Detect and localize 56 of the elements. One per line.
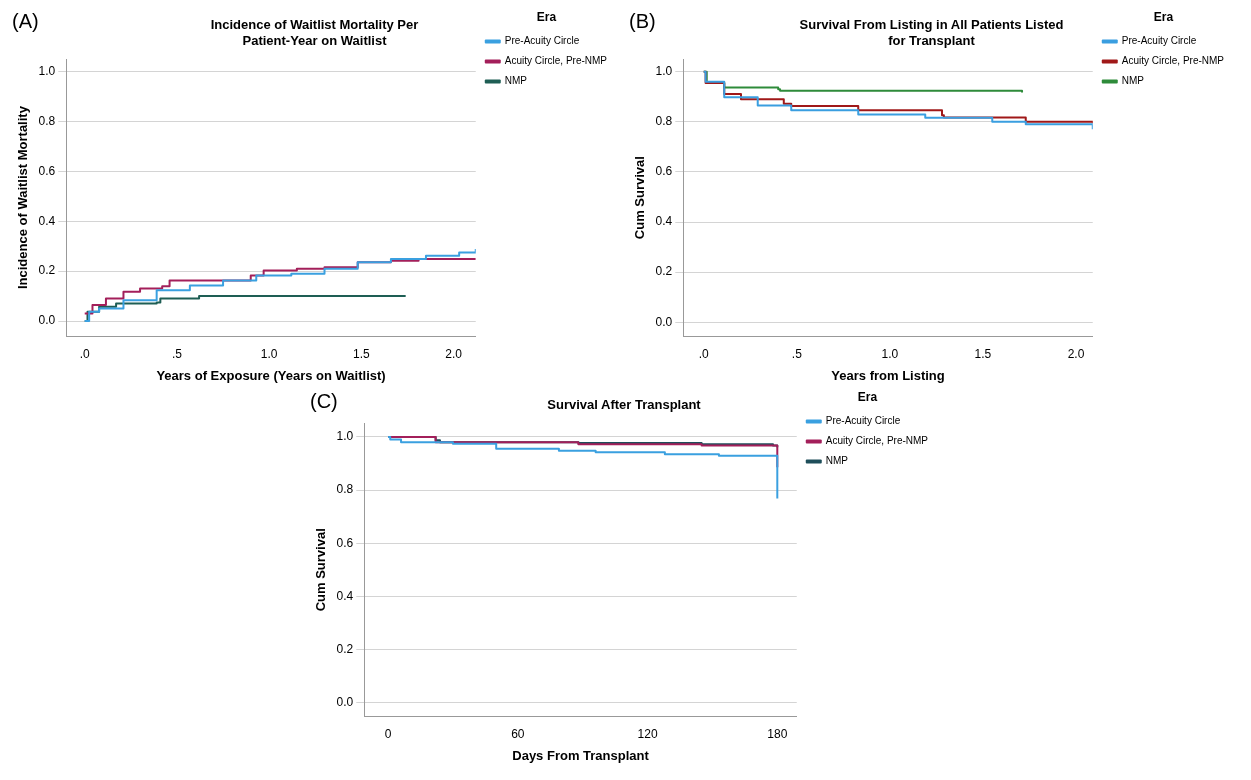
y-tick-label: 1.0 xyxy=(38,63,56,78)
y-tick-label: 0.4 xyxy=(38,213,56,228)
y-tick-label: 0.4 xyxy=(336,588,354,603)
legend-label: Acuity Circle, Pre-NMP xyxy=(504,55,608,67)
x-tick-label: 0 xyxy=(384,726,392,741)
x-tick-label: 180 xyxy=(766,726,788,741)
y-tick-label: 0.8 xyxy=(655,114,673,129)
legend-label: NMP xyxy=(1121,75,1145,87)
x-tick-label: 1.5 xyxy=(974,346,992,361)
chart-title: Incidence of Waitlist Mortality Per Patient-Year on Waitlist xyxy=(210,17,419,48)
legend-title: Era xyxy=(1153,10,1174,25)
y-tick-label: 0.0 xyxy=(336,695,354,710)
x-tick-label: 1.0 xyxy=(881,346,899,361)
x-tick-label: .5 xyxy=(171,346,183,361)
legend-label: Acuity Circle, Pre-NMP xyxy=(825,435,928,447)
x-tick-label: .5 xyxy=(791,346,803,361)
y-axis-title: Cum Survival xyxy=(312,528,328,612)
text: (A) xyxy=(12,9,39,32)
y-tick-label: 0.0 xyxy=(655,314,673,329)
y-tick-label: 0.0 xyxy=(38,313,56,328)
x-tick-label: 60 xyxy=(510,726,525,741)
x-axis-title: Days From Transplant xyxy=(511,747,649,763)
legend-label: Acuity Circle, Pre-NMP xyxy=(1121,55,1225,67)
y-tick-label: 0.8 xyxy=(336,482,354,497)
x-tick-label: 120 xyxy=(637,726,658,741)
y-tick-label: 0.2 xyxy=(38,263,56,278)
x-tick-label: 1.5 xyxy=(353,346,371,361)
y-tick-label: 0.2 xyxy=(336,641,354,656)
y-tick-label: 1.0 xyxy=(655,64,673,79)
x-tick-label: 1.0 xyxy=(260,346,278,361)
y-tick-label: 0.8 xyxy=(38,113,56,128)
x-tick-label: .0 xyxy=(698,346,710,361)
x-tick-label: 2.0 xyxy=(445,346,463,361)
y-tick-label: 0.6 xyxy=(336,535,354,550)
legend-title: Era xyxy=(857,390,877,405)
x-axis-title: Years of Exposure (Years on Waitlist) xyxy=(156,367,386,383)
y-tick-label: 0.6 xyxy=(38,163,56,178)
x-axis-title: Years from Listing xyxy=(831,367,945,383)
legend-label: Pre-Acuity Circle xyxy=(1121,35,1197,47)
legend-label: Pre-Acuity Circle xyxy=(825,415,901,427)
y-tick-label: 1.0 xyxy=(336,429,354,444)
text: (C) xyxy=(309,389,338,412)
y-tick-label: 0.4 xyxy=(655,214,673,229)
y-axis-title: Cum Survival xyxy=(632,156,648,240)
x-tick-label: 2.0 xyxy=(1067,346,1085,361)
chart-title: Survival From Listing in All Patients Listed for Transplant xyxy=(799,17,1064,48)
text: (B) xyxy=(629,9,656,32)
chart-title: Survival After Transplant xyxy=(546,397,701,413)
legend-label: NMP xyxy=(825,455,848,467)
y-tick-label: 0.6 xyxy=(655,164,673,179)
legend-label: NMP xyxy=(504,75,528,87)
legend-label: Pre-Acuity Circle xyxy=(504,35,580,47)
y-tick-label: 0.2 xyxy=(655,264,673,279)
y-axis-title: Incidence of Waitlist Mortality xyxy=(15,105,31,290)
legend-title: Era xyxy=(536,10,557,25)
x-tick-label: .0 xyxy=(79,346,91,361)
